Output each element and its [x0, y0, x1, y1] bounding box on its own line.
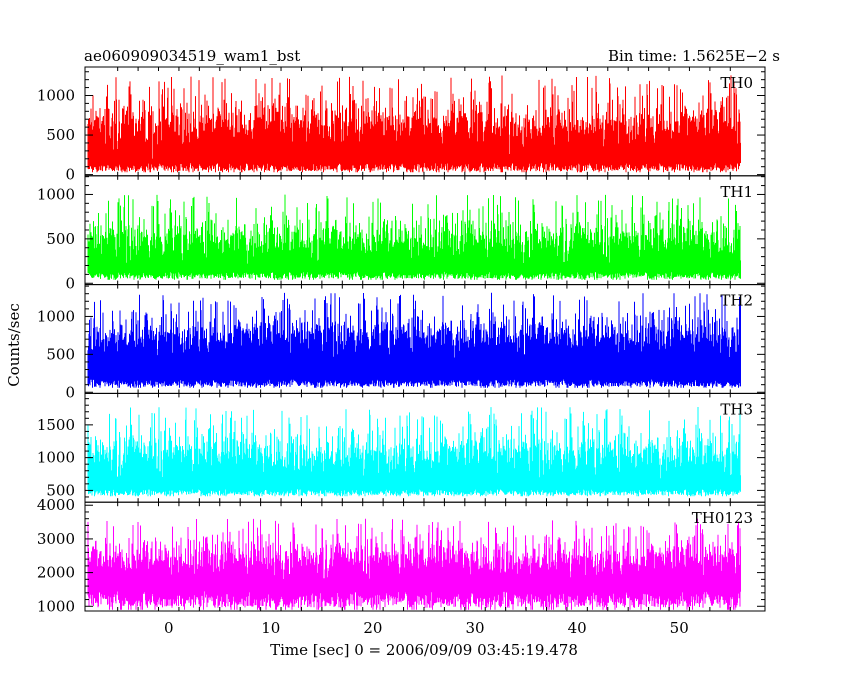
y-tick-label: 2000 — [37, 564, 75, 582]
x-tick-label: 40 — [568, 619, 587, 637]
panel-th3: 500 1000 1500 TH3 — [37, 392, 766, 503]
panel-th0: 0 500 1000 TH0 — [37, 66, 766, 184]
y-tick-label: 500 — [46, 481, 75, 499]
panel-label: TH1 — [720, 183, 753, 201]
x-tick-label: 20 — [363, 619, 382, 637]
series-th3 — [87, 407, 741, 497]
y-tick-label: 1500 — [37, 416, 75, 434]
y-tick-label: 500 — [46, 230, 75, 248]
y-tick-label: 1000 — [37, 86, 75, 104]
panel-th2: 0 500 1000 TH2 — [37, 284, 766, 401]
panel-th1: 0 500 1000 TH1 — [37, 175, 766, 292]
panel-th0123: 1000 2000 3000 4000 TH0123 — [37, 496, 766, 615]
y-tick-label: 0 — [65, 166, 75, 184]
series-th1 — [87, 194, 741, 280]
x-tick-label: 30 — [465, 619, 484, 637]
panel-label: TH0 — [720, 74, 753, 92]
series-th0 — [87, 75, 741, 173]
x-axis: 0 10 20 30 40 50 — [164, 619, 689, 637]
y-tick-label: 0 — [65, 383, 75, 401]
panel-label: TH2 — [720, 292, 753, 310]
y-tick-label: 1000 — [37, 449, 75, 467]
y-tick-label: 1000 — [37, 597, 75, 615]
y-tick-label: 500 — [46, 126, 75, 144]
y-tick-label: 4000 — [37, 496, 75, 514]
y-tick-label: 1000 — [37, 185, 75, 203]
panel-label: TH3 — [720, 400, 753, 418]
y-tick-label: 3000 — [37, 530, 75, 548]
y-tick-label: 0 — [65, 274, 75, 292]
y-tick-label: 1000 — [37, 307, 75, 325]
x-axis-label: Time [sec] 0 = 2006/09/09 03:45:19.478 — [270, 641, 578, 659]
x-tick-label: 10 — [261, 619, 280, 637]
bin-time-label: Bin time: 1.5625E−2 s — [608, 47, 780, 65]
x-tick-label: 50 — [670, 619, 689, 637]
plot-title: ae060909034519_wam1_bst — [84, 47, 300, 65]
panel-frame — [84, 501, 766, 612]
y-axis-label: Counts/sec — [5, 303, 23, 387]
x-tick-label: 0 — [164, 619, 174, 637]
series-th0123 — [87, 518, 741, 610]
panel-label: TH0123 — [692, 509, 753, 527]
series-th2 — [87, 292, 741, 388]
y-tick-label: 500 — [46, 345, 75, 363]
